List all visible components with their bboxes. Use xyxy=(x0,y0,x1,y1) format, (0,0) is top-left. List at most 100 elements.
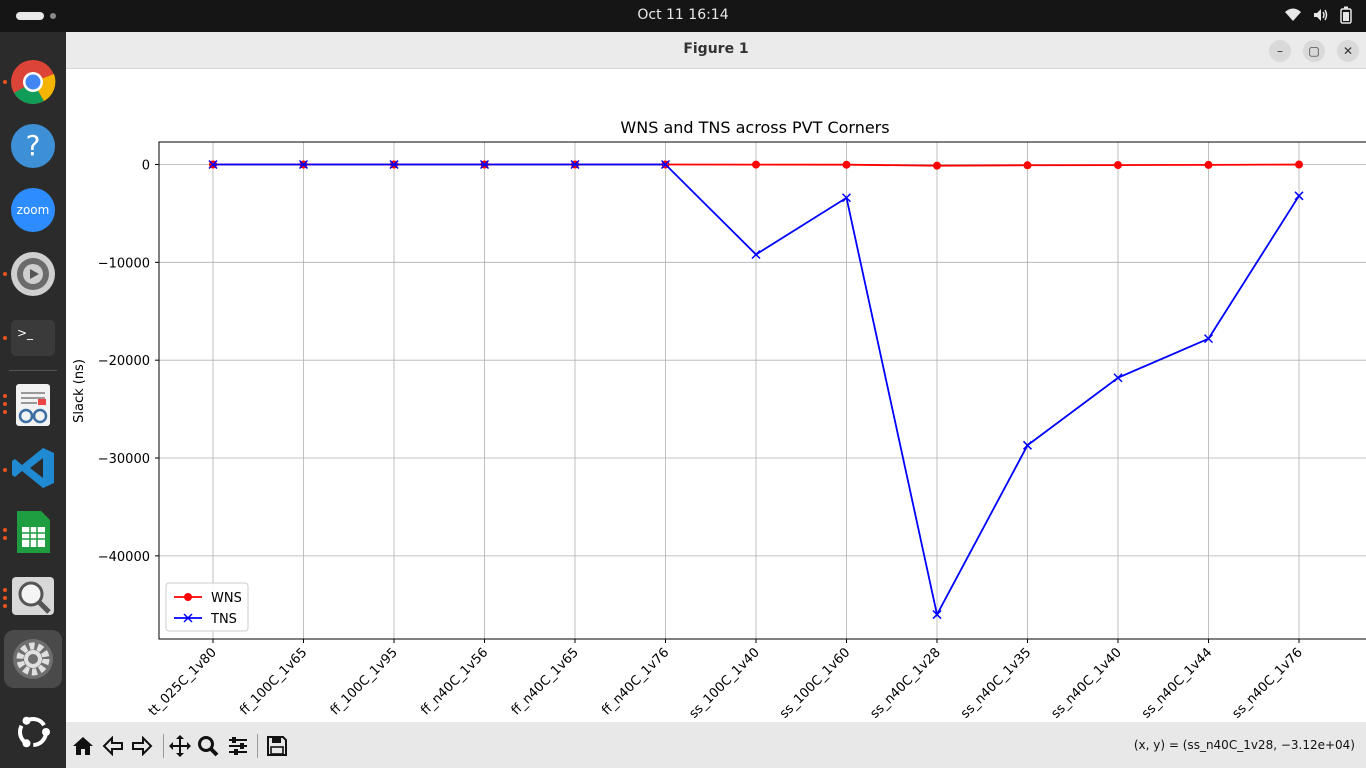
figure-window: Figure 1 – ▢ ✕ WNS and TNS across PVT Co… xyxy=(66,32,1366,768)
grid xyxy=(159,142,1366,639)
y-tick-label: −20000 xyxy=(98,354,150,369)
activities-indicator[interactable] xyxy=(16,12,44,20)
legend-label-wns: WNS xyxy=(211,591,242,606)
y-tick-label: 0 xyxy=(142,159,150,174)
toolbar-separator xyxy=(257,734,258,758)
dock-separator xyxy=(9,370,57,371)
toolbar-separator xyxy=(163,734,164,758)
zoom-magnifier-icon[interactable] xyxy=(196,734,220,758)
data-point-tns xyxy=(570,159,580,170)
data-point-tns xyxy=(751,249,761,260)
data-point-wns xyxy=(933,161,941,170)
document-viewer-icon[interactable] xyxy=(9,381,57,429)
chart[interactable]: WNS and TNS across PVT Corners Slack (ns… xyxy=(66,69,1366,722)
image-viewer-icon[interactable] xyxy=(9,572,57,620)
data-point-wns xyxy=(1204,160,1213,169)
x-tick-label: ss_n40C_1v28 xyxy=(868,645,944,721)
volume-icon xyxy=(1312,7,1330,23)
running-indicator xyxy=(3,468,7,472)
running-indicator xyxy=(3,394,7,398)
data-point-wns xyxy=(752,160,760,169)
running-indicator xyxy=(3,604,7,608)
home-icon[interactable] xyxy=(71,734,95,758)
data-point-tns xyxy=(479,159,490,170)
back-arrow-icon[interactable] xyxy=(101,734,125,758)
legend-label-tns: TNS xyxy=(210,612,237,627)
x-tick-label: ff_n40C_1v76 xyxy=(599,645,672,718)
workspace-dot xyxy=(50,13,56,19)
x-tick-label: ss_100C_1v40 xyxy=(686,645,762,721)
settings-icon[interactable] xyxy=(4,630,62,688)
spreadsheet-icon[interactable] xyxy=(9,508,57,556)
svg-text:>_: >_ xyxy=(17,326,34,340)
figure-toolbar: (x, y) = (ss_n40C_1v28, −3.12e+04) xyxy=(66,722,1366,768)
x-tick-label: ff_100C_1v95 xyxy=(328,645,401,718)
ubuntu-logo-icon[interactable] xyxy=(9,708,57,756)
x-tick-label: ss_100C_1v60 xyxy=(777,645,853,721)
x-tick-label: ss_n40C_1v35 xyxy=(958,645,1034,721)
maximize-button[interactable]: ▢ xyxy=(1303,40,1325,62)
x-tick-label: ss_n40C_1v40 xyxy=(1049,645,1125,721)
running-indicator xyxy=(3,336,7,340)
x-tick-label: ff_100C_1v65 xyxy=(237,645,310,718)
data-point-tns xyxy=(389,159,399,170)
svg-text:?: ? xyxy=(26,129,41,162)
y-tick-label: −30000 xyxy=(98,452,150,467)
clock[interactable]: Oct 11 16:14 xyxy=(637,7,729,23)
system-tray[interactable] xyxy=(1284,6,1352,24)
forward-arrow-icon[interactable] xyxy=(130,734,154,758)
series-group xyxy=(208,159,1304,620)
data-point-tns xyxy=(208,159,218,170)
terminal-icon[interactable]: >_ xyxy=(9,314,57,362)
pan-move-icon[interactable] xyxy=(168,734,192,758)
chart-title: WNS and TNS across PVT Corners xyxy=(620,118,889,137)
running-indicator xyxy=(3,410,7,414)
legend: WNS TNS xyxy=(165,582,249,632)
data-point-wns xyxy=(1023,161,1032,170)
running-indicator xyxy=(3,272,7,276)
x-ticks: tt_025C_1v80 ff_100C_1v65 ff_100C_1v95 ff_n… xyxy=(146,639,1306,722)
data-point-tns xyxy=(298,159,309,170)
media-settings-icon[interactable] xyxy=(9,250,57,298)
dock: ? zoom >_ xyxy=(0,32,66,768)
title-bar[interactable]: Figure 1 – ▢ ✕ xyxy=(66,32,1366,69)
data-point-tns xyxy=(1022,440,1033,450)
running-indicator xyxy=(3,528,7,532)
data-point-tns xyxy=(1203,334,1214,344)
wifi-icon xyxy=(1284,7,1302,23)
close-button[interactable]: ✕ xyxy=(1337,40,1359,62)
svg-text:zoom: zoom xyxy=(17,203,50,217)
data-point-tns xyxy=(932,610,942,620)
x-tick-label: ss_n40C_1v76 xyxy=(1230,645,1306,721)
running-indicator xyxy=(3,402,7,406)
save-floppy-icon[interactable] xyxy=(265,734,289,758)
x-tick-label: ss_n40C_1v44 xyxy=(1139,645,1215,721)
y-ticks: 0 −10000 −20000 −30000 −40000 xyxy=(98,159,159,565)
x-tick-label: ff_n40C_1v56 xyxy=(418,645,491,718)
legend-marker-wns xyxy=(184,593,192,601)
zoom-icon[interactable]: zoom xyxy=(9,186,57,234)
help-icon[interactable]: ? xyxy=(9,122,57,170)
data-point-wns xyxy=(842,160,851,169)
y-axis-label: Slack (ns) xyxy=(72,359,87,423)
window-title: Figure 1 xyxy=(683,41,749,57)
x-tick-label: ff_n40C_1v65 xyxy=(509,645,582,718)
top-bar: Oct 11 16:14 xyxy=(0,0,1366,32)
data-point-wns xyxy=(1295,160,1303,169)
chrome-icon[interactable] xyxy=(9,58,57,106)
vscode-icon[interactable] xyxy=(9,444,57,492)
running-indicator xyxy=(3,80,7,84)
plot-frame xyxy=(158,141,1366,640)
data-point-tns xyxy=(1113,373,1123,383)
data-point-tns xyxy=(660,159,671,170)
plot-canvas[interactable]: WNS and TNS across PVT Corners Slack (ns… xyxy=(66,69,1366,722)
data-point-tns xyxy=(841,193,852,203)
data-point-tns xyxy=(1294,191,1304,201)
legend-marker-tns xyxy=(183,613,193,623)
configure-sliders-icon[interactable] xyxy=(226,734,250,758)
battery-icon xyxy=(1340,6,1352,24)
running-indicator xyxy=(3,536,7,540)
x-tick-label: tt_025C_1v80 xyxy=(146,645,220,719)
y-tick-label: −40000 xyxy=(98,550,150,565)
minimize-button[interactable]: – xyxy=(1269,40,1291,62)
